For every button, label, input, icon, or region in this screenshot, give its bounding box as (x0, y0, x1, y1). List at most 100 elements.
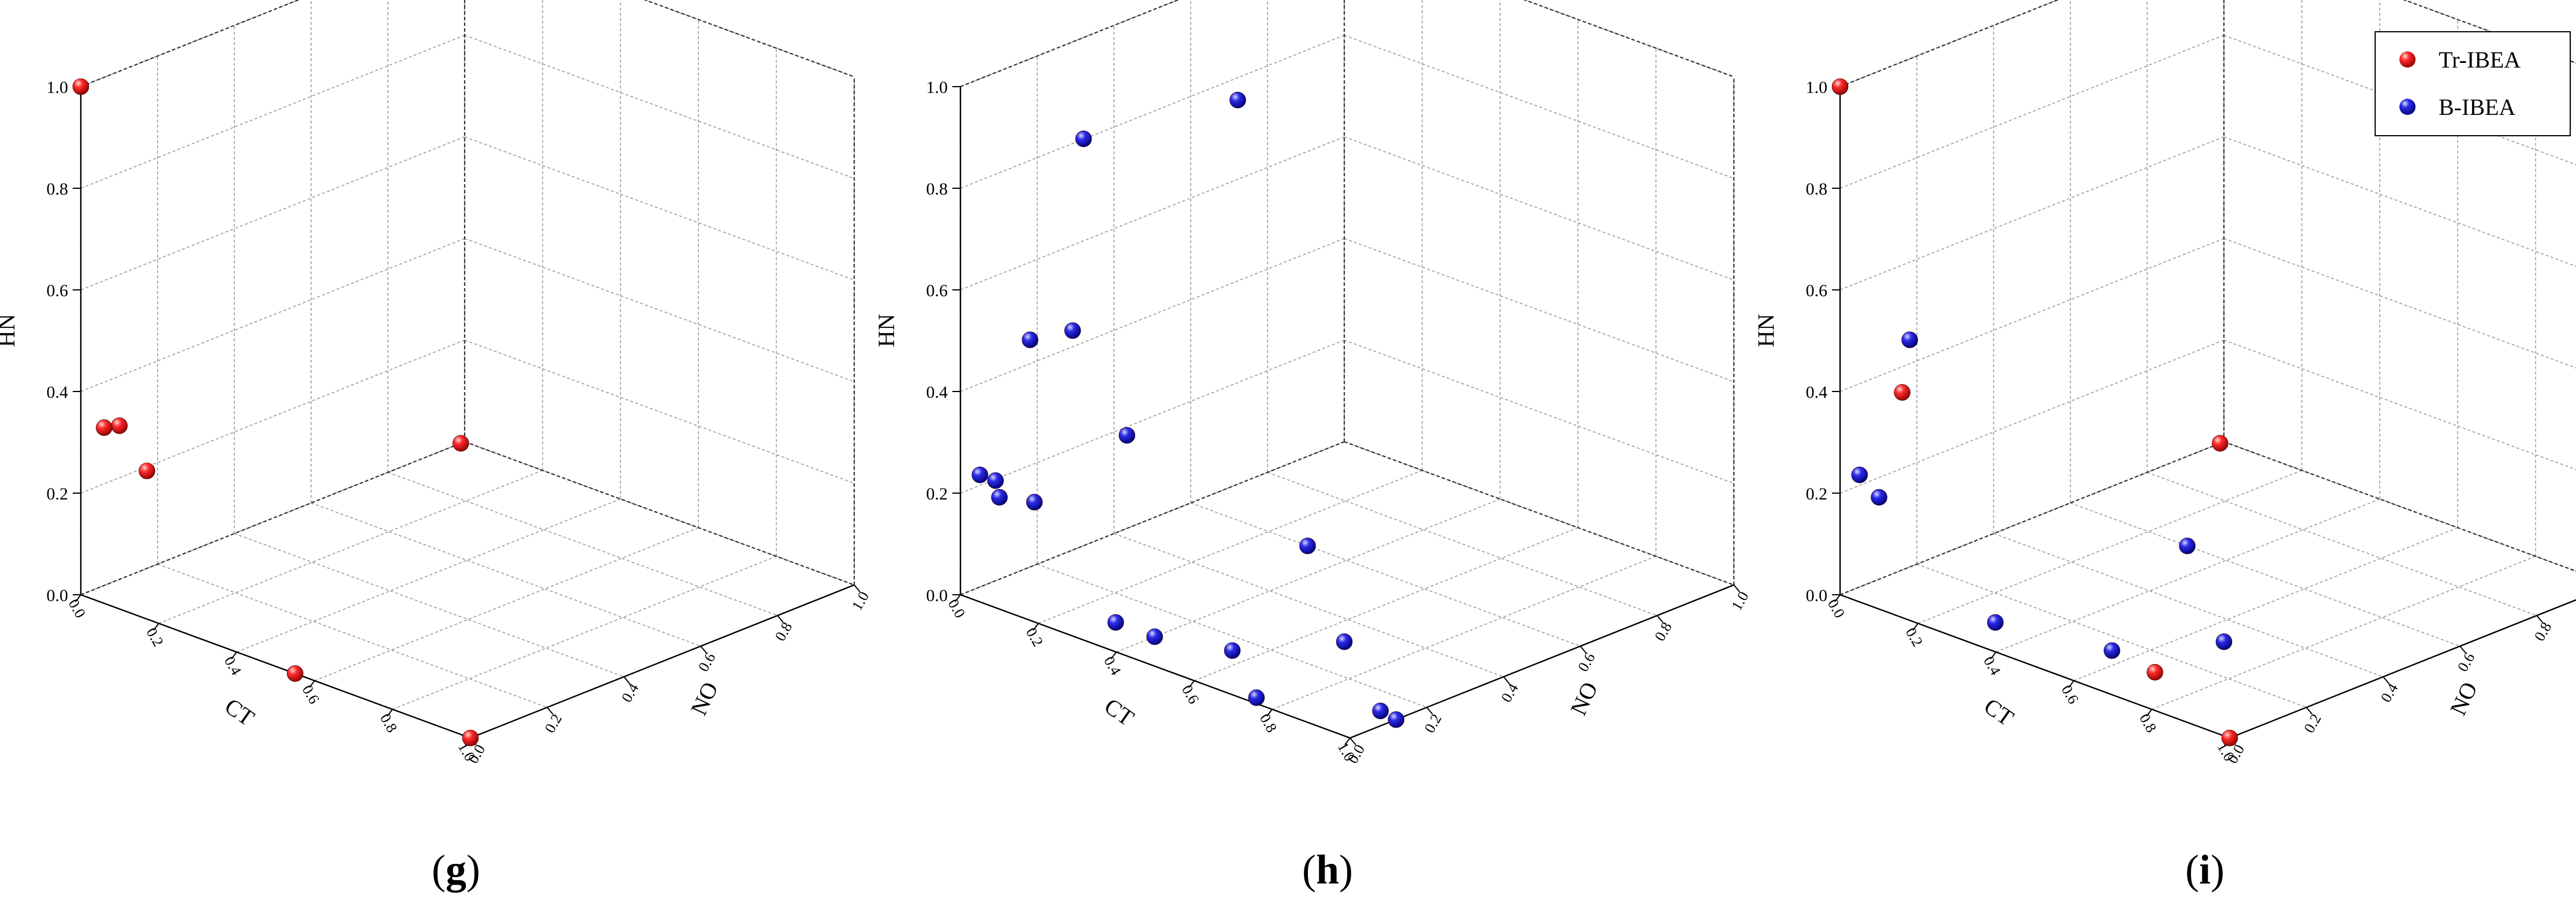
data-point (1026, 494, 1043, 510)
legend-marker (2399, 51, 2416, 68)
no-tick-label: 0.6 (2454, 650, 2478, 674)
hn-tick-label: 0.4 (926, 383, 948, 402)
tick-labels: 0.00.20.40.60.81.00.00.20.40.60.81.00.00… (47, 78, 873, 766)
no-tick-label: 0.4 (618, 680, 642, 705)
data-point (2103, 642, 2121, 659)
ct-tick-label: 0.0 (1824, 596, 1848, 621)
data-point (1064, 322, 1081, 339)
no-tick-label: 0.4 (2377, 680, 2401, 705)
grid-lines (960, 0, 1734, 739)
no-tick-label: 0.4 (1498, 680, 1521, 705)
no-axis-title: NO (2445, 678, 2482, 719)
data-point (1229, 91, 1246, 109)
data-point (2212, 435, 2229, 452)
ct-tick-label: 0.4 (1980, 654, 2004, 678)
no-tick-label: 1.0 (1728, 588, 1752, 613)
no-tick-label: 0.8 (1651, 619, 1675, 644)
series-b-ibea (971, 91, 1405, 728)
data-point (111, 417, 128, 434)
no-tick-label: 0.8 (772, 619, 795, 644)
hn-tick-label: 1.0 (1806, 78, 1828, 97)
ct-tick-label: 0.2 (143, 625, 167, 650)
ct-tick-label: 0.0 (65, 596, 89, 621)
data-point (72, 78, 89, 95)
ct-tick-label: 0.8 (1257, 711, 1280, 736)
data-point (1851, 467, 1868, 483)
series-b-ibea (1851, 331, 2233, 659)
no-tick-label: 0.6 (1575, 650, 1598, 674)
data-point (1901, 331, 1918, 348)
hn-tick-label: 0.6 (926, 281, 948, 300)
ct-tick-label: 0.8 (2136, 711, 2160, 736)
ct-axis-line (960, 594, 1351, 739)
axes-frame (80, 0, 855, 739)
data-point (286, 665, 304, 682)
data-point (2179, 538, 2196, 554)
data-point (1075, 131, 1092, 147)
scatter-panel-h: 0.00.20.40.60.81.00.00.20.40.60.81.00.00… (873, 0, 1752, 766)
no-tick-label: 0.2 (1421, 711, 1445, 736)
panel-labels: (g) (h) (i) (432, 847, 2224, 893)
ct-axis-line (1840, 594, 2230, 739)
tick-labels: 0.00.20.40.60.81.00.00.20.40.60.81.00.00… (926, 78, 1752, 766)
ct-tick-label: 0.0 (945, 596, 969, 621)
panel-label-i: (i) (2185, 847, 2224, 893)
data-point (1894, 384, 1910, 401)
data-point (2147, 663, 2163, 681)
data-point (453, 435, 469, 452)
data-point (1022, 331, 1038, 348)
no-tick-label: 0.2 (2301, 711, 2324, 736)
no-axis-line (2229, 599, 2576, 739)
ct-tick-label: 0.4 (221, 654, 245, 678)
hn-tick-label: 0.6 (47, 281, 69, 300)
data-point (991, 489, 1008, 506)
data-point (1336, 633, 1353, 650)
hn-axis-title: HN (1753, 314, 1779, 348)
data-point (2221, 729, 2238, 747)
data-point (462, 729, 479, 747)
ct-tick-label: 0.8 (377, 711, 401, 736)
data-point (1987, 614, 2004, 631)
hn-axis-title: HN (873, 314, 899, 348)
hn-tick-label: 0.0 (926, 586, 948, 605)
series-tr-ibea (72, 78, 479, 747)
data-point (139, 463, 155, 479)
no-axis-title: NO (1565, 678, 1603, 719)
ct-axis-title: CT (1979, 693, 2018, 731)
ct-tick-label: 0.2 (1023, 625, 1046, 650)
data-point (1119, 427, 1135, 444)
grid-lines (80, 0, 855, 739)
legend-label: Tr-IBEA (2439, 47, 2521, 73)
series-tr-ibea (1831, 78, 2238, 747)
no-axis-line (1349, 584, 1734, 739)
scatter-panel-i: 0.00.20.40.60.81.00.00.20.40.60.81.00.00… (1753, 0, 2576, 766)
data-point (1224, 642, 1241, 659)
data-point (1871, 489, 1887, 506)
hn-tick-label: 0.2 (1806, 484, 1828, 504)
no-tick-label: 0.8 (2531, 619, 2555, 644)
legend-box (2375, 31, 2571, 136)
legend-marker (2399, 99, 2416, 115)
no-axis-line (470, 584, 855, 739)
hn-tick-label: 1.0 (47, 78, 69, 97)
hn-tick-label: 0.4 (1806, 383, 1828, 402)
hn-tick-label: 0.6 (1806, 281, 1828, 300)
hn-tick-label: 0.4 (47, 383, 69, 402)
data-point (971, 467, 989, 483)
hn-tick-label: 0.8 (47, 180, 69, 199)
axes-frame (959, 0, 1735, 739)
tick-labels: 0.00.20.40.60.81.00.00.20.40.60.81.00.00… (1806, 78, 2555, 766)
data-point (1248, 689, 1265, 706)
hn-tick-label: 0.2 (926, 484, 948, 504)
scatter-panel-g: 0.00.20.40.60.81.00.00.20.40.60.81.00.00… (0, 0, 872, 766)
data-point (987, 472, 1004, 489)
ct-tick-label: 0.4 (1101, 654, 1124, 678)
no-tick-label: 0.6 (695, 650, 719, 674)
hn-tick-label: 0.2 (47, 484, 69, 504)
data-point (1831, 78, 1849, 95)
ct-axis-line (80, 594, 471, 739)
data-point (1107, 614, 1124, 631)
ct-axis-title: CT (1100, 693, 1139, 731)
ct-tick-label: 0.6 (1179, 682, 1202, 707)
